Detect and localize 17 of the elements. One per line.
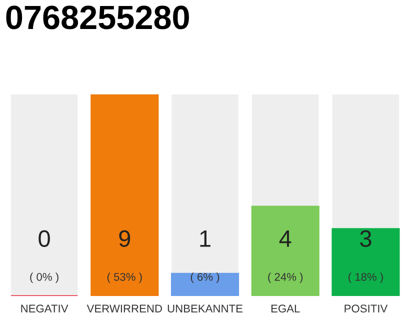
data-label: 0	[38, 230, 50, 247]
data-label: 3	[360, 230, 372, 247]
data-label: 1	[200, 230, 210, 247]
annotation: ( 6% )	[190, 272, 220, 284]
data-label: 4	[279, 230, 292, 247]
x-tick-label: UNBEKANNTE	[168, 304, 242, 312]
data-label: 9	[119, 230, 130, 247]
x-tick-label: NEGATIV	[21, 304, 68, 312]
annotation: ( 24% )	[268, 272, 303, 284]
bar	[170, 272, 240, 296]
x-tick-label: VERWIRREND	[86, 304, 162, 312]
x-tick-label: POSITIV	[344, 304, 388, 312]
x-tick-label: EGAL	[271, 304, 300, 312]
chart-title: 0768255280	[6, 6, 189, 30]
annotation: ( 18% )	[348, 272, 383, 284]
annotation: ( 0% )	[30, 272, 58, 284]
annotation: ( 53% )	[107, 272, 142, 284]
